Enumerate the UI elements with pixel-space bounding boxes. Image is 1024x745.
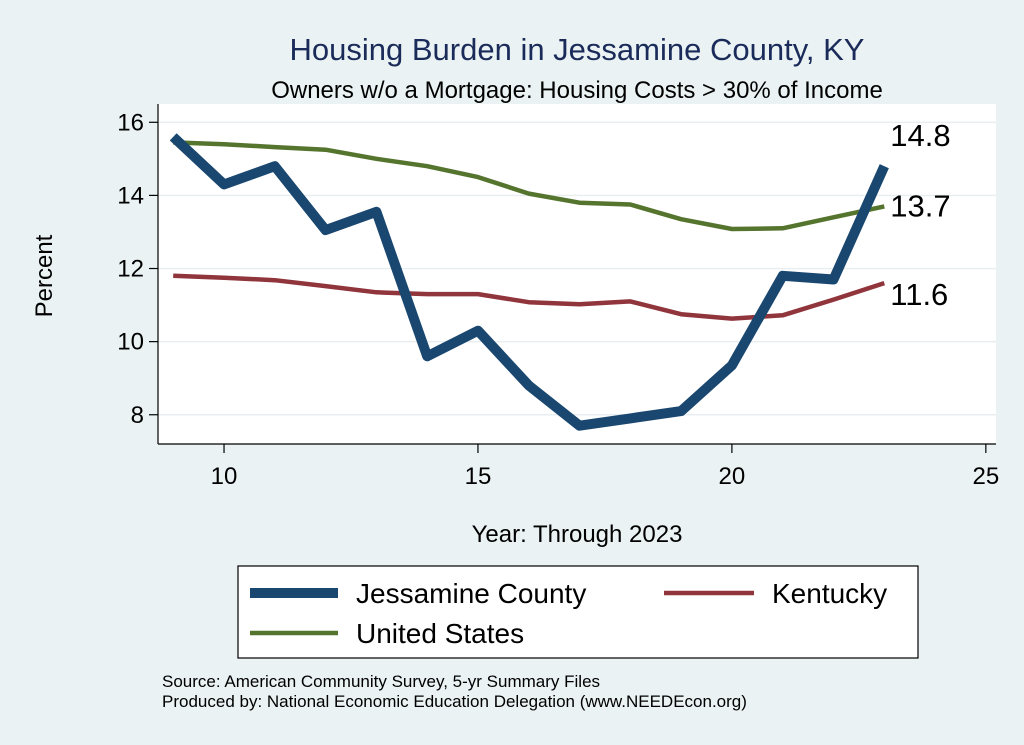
series-line-united-states — [173, 140, 885, 232]
y-tick-label: 16 — [117, 109, 144, 136]
chart-title: Housing Burden in Jessamine County, KY — [290, 32, 865, 67]
y-tick-label: 14 — [117, 182, 144, 209]
series-line-jessamine-county — [169, 133, 889, 431]
y-tick-label: 10 — [117, 329, 144, 356]
x-axis-title: Year: Through 2023 — [472, 521, 683, 548]
ticks: 8 10 12 14 16 10 15 20 25 — [117, 109, 999, 490]
chart-subtitle: Owners w/o a Mortgage: Housing Costs > 3… — [271, 77, 883, 104]
produced-by-note: Produced by: National Economic Education… — [162, 692, 747, 711]
y-tick-label: 8 — [131, 402, 144, 429]
legend: Jessamine County Kentucky United States — [237, 565, 919, 659]
end-label-united-states: 13.7 — [890, 188, 950, 223]
end-labels: 13.7 11.6 14.8 — [890, 118, 950, 312]
series-lines — [169, 133, 889, 431]
x-tick-label: 15 — [465, 463, 492, 490]
x-tick-label: 20 — [719, 463, 746, 490]
legend-label-kentucky: Kentucky — [772, 578, 887, 609]
axes — [157, 104, 996, 445]
plot-area — [158, 104, 996, 444]
legend-label-jessamine: Jessamine County — [356, 578, 586, 609]
y-tick-label: 12 — [117, 256, 144, 283]
source-note: Source: American Community Survey, 5-yr … — [162, 672, 600, 691]
end-label-jessamine-county: 14.8 — [890, 118, 950, 153]
series-line-kentucky — [173, 273, 885, 321]
x-tick-label: 10 — [211, 463, 238, 490]
y-axis-title: Percent — [31, 234, 58, 317]
legend-box — [237, 565, 919, 659]
legend-label-united-states: United States — [356, 618, 524, 649]
x-tick-label: 25 — [972, 463, 999, 490]
end-label-kentucky: 11.6 — [890, 277, 948, 312]
